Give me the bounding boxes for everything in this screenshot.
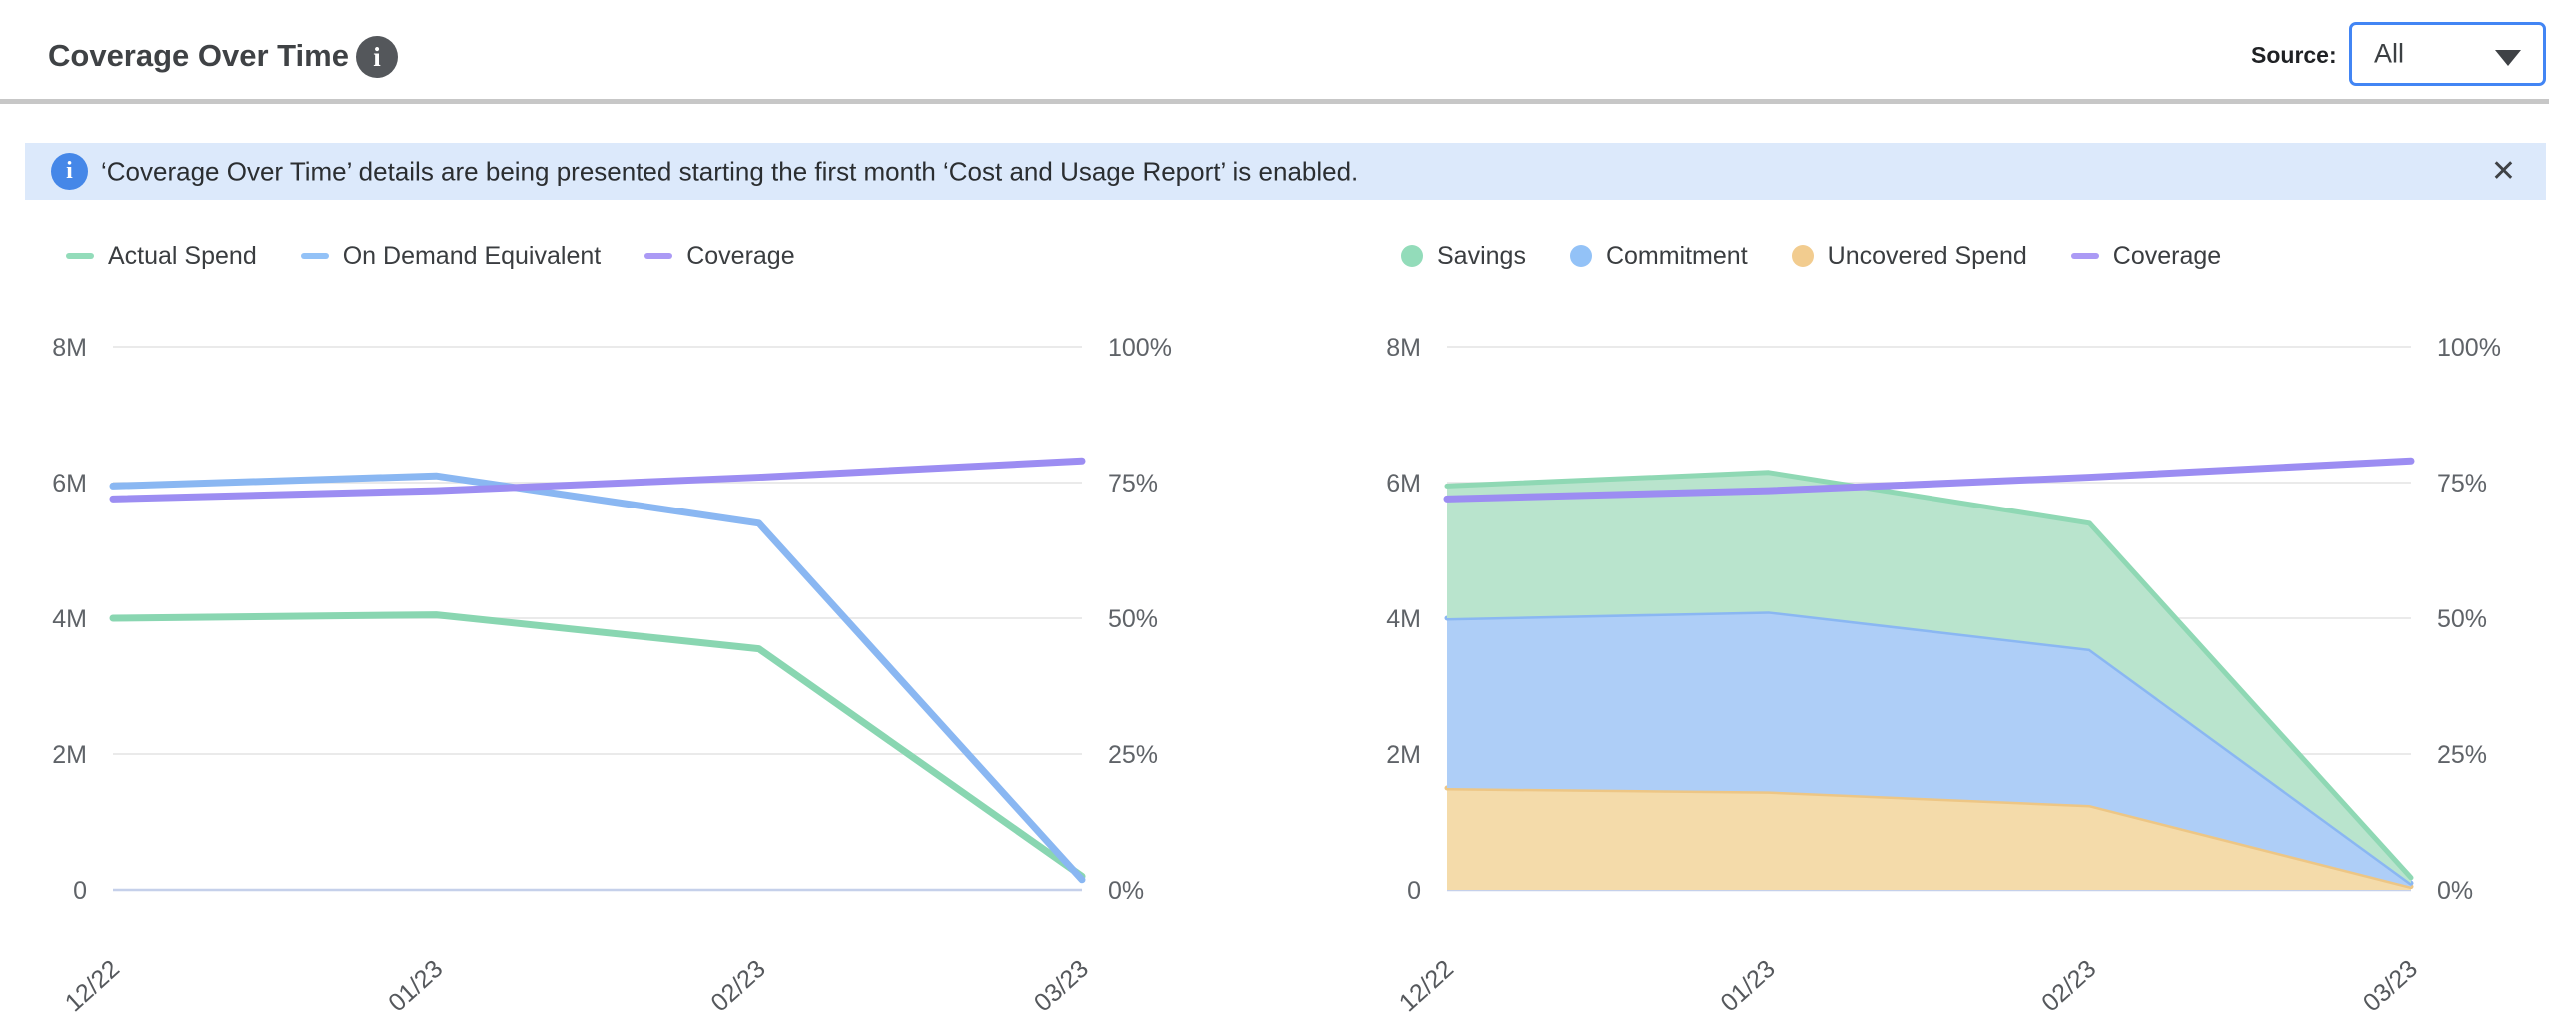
legend-label: Uncovered Spend xyxy=(1827,241,2027,270)
area-uncovered-spend xyxy=(1447,788,2411,890)
legend-label: Commitment xyxy=(1605,241,1748,270)
area-edge-savings xyxy=(1444,470,2414,881)
y-axis-left-tick: 6M xyxy=(1386,470,1421,498)
y-axis-right-tick: 75% xyxy=(2437,470,2487,498)
on-demand-equivalent-marker-icon xyxy=(300,253,329,259)
commitment-marker-icon xyxy=(1569,245,1592,267)
page-title: Coverage Over Time xyxy=(48,38,349,73)
series-line-on-demand-equivalent xyxy=(109,472,1086,884)
y-axis-left-tick: 0 xyxy=(1407,877,1421,905)
legend-label: Actual Spend xyxy=(108,241,257,270)
legend-item-coverage[interactable]: Coverage xyxy=(2070,241,2222,271)
coverage-stacked-area-chart: 8M 100% 6M 75% 4M 50% 2M 25% 0 0% 12/22 01/23 02/23 0… xyxy=(1386,334,2501,1015)
area-commitment xyxy=(1447,611,2411,887)
header-divider xyxy=(0,99,2549,104)
y-axis-left-tick: 8M xyxy=(52,334,87,362)
series-line-coverage xyxy=(1443,457,2415,503)
x-axis-tick: 01/23 xyxy=(383,955,448,1015)
uncovered-spend-marker-icon xyxy=(1791,245,1814,267)
line-chart-legend: Actual Spend On Demand Equivalent Coverage xyxy=(66,241,795,271)
x-axis-tick: 02/23 xyxy=(705,955,770,1015)
savings-marker-icon xyxy=(1401,245,1423,267)
source-label: Source: xyxy=(2251,42,2337,68)
x-axis-tick: 12/22 xyxy=(1394,955,1459,1015)
source-dropdown-value: All xyxy=(2374,38,2405,69)
area-edge-uncovered-spend xyxy=(1444,785,2414,890)
x-axis-tick: 03/23 xyxy=(2358,955,2423,1015)
legend-item-coverage[interactable]: Coverage xyxy=(644,241,795,271)
area-savings xyxy=(1447,472,2411,884)
y-axis-right-tick: 50% xyxy=(1108,605,1158,633)
x-axis-tick: 01/23 xyxy=(1715,955,1780,1015)
x-axis-tick: 02/23 xyxy=(2036,955,2101,1015)
info-icon[interactable]: i xyxy=(356,36,398,78)
x-axis-tick: 12/22 xyxy=(60,955,125,1015)
series-line-actual-spend xyxy=(109,611,1086,880)
legend-item-commitment[interactable]: Commitment xyxy=(1569,241,1748,271)
y-axis-right-tick: 100% xyxy=(2437,334,2501,362)
coverage-marker-icon xyxy=(2070,253,2099,259)
legend-label: Coverage xyxy=(686,241,795,270)
close-icon[interactable]: ✕ xyxy=(2490,154,2516,188)
actual-spend-marker-icon xyxy=(66,253,94,259)
coverage-marker-icon xyxy=(644,253,673,259)
source-dropdown[interactable]: All xyxy=(2349,22,2546,86)
legend-item-on-demand-equivalent[interactable]: On Demand Equivalent xyxy=(300,241,602,271)
y-axis-left-tick: 0 xyxy=(73,877,87,905)
y-axis-left-tick: 2M xyxy=(52,741,87,769)
y-axis-left-tick: 6M xyxy=(52,470,87,498)
y-axis-right-tick: 0% xyxy=(1108,877,1144,905)
y-axis-right-tick: 50% xyxy=(2437,605,2487,633)
legend-label: Savings xyxy=(1437,241,1526,270)
area-chart-legend: Savings Commitment Uncovered Spend Coverage xyxy=(1401,241,2221,271)
legend-item-actual-spend[interactable]: Actual Spend xyxy=(66,242,257,271)
y-axis-left-tick: 8M xyxy=(1386,334,1421,362)
legend-label: Coverage xyxy=(2112,241,2222,270)
x-axis-tick: 03/23 xyxy=(1029,955,1094,1015)
y-axis-right-tick: 25% xyxy=(2437,741,2487,769)
banner-message: ‘Coverage Over Time’ details are being p… xyxy=(101,156,1359,186)
series-line-coverage xyxy=(109,457,1086,503)
legend-item-savings[interactable]: Savings xyxy=(1401,242,1526,271)
banner-info-icon: i xyxy=(51,153,88,190)
coverage-line-chart: 8M 100% 6M 75% 4M 50% 2M 25% 0 0% 12/22 01/23 02/23 0… xyxy=(52,334,1172,1015)
info-banner: i ‘Coverage Over Time’ details are being… xyxy=(25,143,2546,200)
y-axis-left-tick: 4M xyxy=(1386,605,1421,633)
y-axis-right-tick: 100% xyxy=(1108,334,1172,362)
y-axis-right-tick: 75% xyxy=(1108,470,1158,498)
y-axis-left-tick: 4M xyxy=(52,605,87,633)
y-axis-left-tick: 2M xyxy=(1386,741,1421,769)
y-axis-right-tick: 0% xyxy=(2437,877,2473,905)
y-axis-right-tick: 25% xyxy=(1108,741,1158,769)
chevron-down-icon xyxy=(2495,50,2521,66)
legend-item-uncovered-spend[interactable]: Uncovered Spend xyxy=(1791,241,2027,271)
legend-label: On Demand Equivalent xyxy=(342,241,602,270)
